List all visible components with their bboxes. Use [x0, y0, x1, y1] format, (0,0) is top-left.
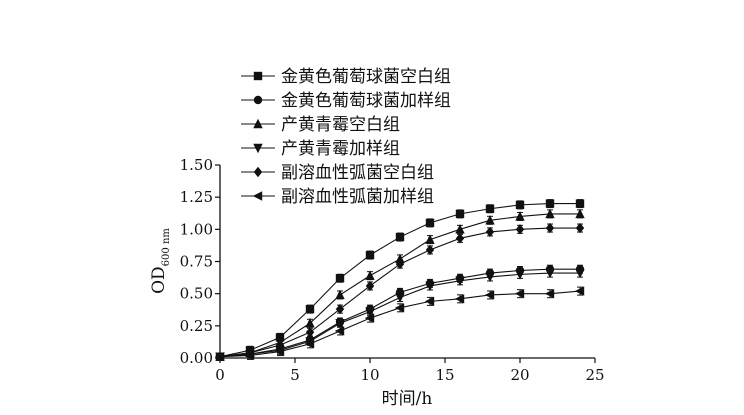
y-axis-title-main: OD: [149, 266, 169, 294]
series-3: [215, 208, 585, 361]
data-point: [485, 215, 495, 225]
data-point: [545, 208, 555, 219]
data-point: [425, 218, 435, 228]
legend-label: 产黄青霉加样组: [281, 139, 400, 159]
data-point: [454, 294, 465, 304]
data-point: [544, 288, 555, 299]
data-point: [335, 319, 345, 329]
series-6: [214, 286, 585, 362]
legend-label: 副溶血性弧菌空白组: [281, 163, 434, 183]
x-tick-label: 10: [360, 366, 379, 384]
y-axis-title-subscript: 600 nm: [161, 228, 172, 267]
data-point: [575, 208, 585, 219]
legend-marker: [253, 143, 263, 154]
series-line: [219, 203, 580, 358]
series-5: [215, 222, 585, 362]
series-layer: [214, 199, 585, 362]
series-2: [215, 264, 585, 361]
legend-label: 金黄色葡萄球菌加样组: [281, 91, 451, 111]
data-point: [545, 268, 555, 279]
data-point: [365, 307, 375, 317]
data-point: [335, 303, 345, 315]
legend-entry-1: 金黄色葡萄球菌空白组: [241, 67, 451, 87]
legend: 金黄色葡萄球菌空白组金黄色葡萄球菌加样组产黄青霉空白组产黄青霉加样组副溶血性弧菌…: [241, 67, 451, 207]
data-point: [214, 352, 225, 362]
legend-label: 金黄色葡萄球菌空白组: [281, 67, 451, 87]
data-point: [575, 222, 585, 234]
legend-label: 产黄青霉空白组: [281, 115, 400, 135]
data-point: [515, 211, 525, 221]
data-point: [485, 204, 495, 213]
data-point: [575, 199, 585, 208]
x-tick-label: 20: [510, 366, 529, 384]
y-tick-label: 1.25: [180, 188, 213, 206]
data-point: [425, 281, 435, 292]
data-point: [515, 270, 525, 280]
data-point: [365, 270, 375, 280]
series-1: [215, 199, 585, 361]
y-tick-label: 1.50: [180, 156, 213, 174]
data-point: [244, 350, 255, 361]
data-point: [395, 253, 405, 264]
y-tick-label: 0.25: [180, 317, 213, 335]
y-tick-label: 0.50: [180, 285, 213, 303]
data-point: [545, 199, 555, 208]
data-point: [575, 268, 585, 279]
x-axis-title: 时间/h: [382, 389, 433, 409]
axes: 0 5 10 15 20 25 0.00 0.25 0.50 0.75 1.00 1.25 1.50: [180, 156, 605, 384]
legend-marker: [252, 191, 263, 201]
y-axis-title: OD600 nm: [149, 228, 172, 294]
legend-entry-6: 副溶血性弧菌加样组: [241, 187, 434, 207]
data-point: [305, 318, 315, 328]
data-point: [515, 224, 525, 235]
legend-marker: [253, 118, 263, 129]
data-point: [455, 209, 465, 219]
y-tick-label: 1.00: [180, 220, 213, 238]
x-tick-label: 25: [585, 366, 604, 384]
x-tick-label: 15: [435, 366, 454, 384]
data-point: [304, 339, 315, 349]
legend-entry-3: 产黄青霉空白组: [241, 115, 400, 135]
data-point: [574, 286, 585, 296]
data-point: [365, 250, 375, 260]
data-point: [455, 233, 465, 244]
data-point: [334, 326, 345, 336]
legend-label: 副溶血性弧菌加样组: [281, 187, 434, 207]
legend-entry-5: 副溶血性弧菌空白组: [241, 163, 434, 183]
data-point: [484, 290, 495, 300]
series-line: [219, 268, 580, 358]
data-point: [395, 293, 405, 303]
y-tick-label: 0.00: [180, 349, 213, 367]
data-point: [274, 346, 285, 357]
data-point: [364, 313, 375, 323]
data-point: [485, 226, 495, 238]
data-point: [425, 234, 435, 244]
x-tick-label: 5: [290, 366, 300, 384]
legend-entry-4: 产黄青霉加样组: [241, 139, 400, 159]
data-point: [425, 244, 435, 256]
x-tick-label: 0: [215, 366, 225, 384]
data-point: [545, 222, 555, 234]
legend-marker: [253, 95, 263, 105]
data-point: [335, 289, 345, 300]
legend-marker: [253, 71, 263, 81]
data-point: [335, 274, 345, 283]
y-tick-label: 0.75: [180, 253, 213, 271]
data-point: [515, 200, 525, 210]
data-point: [395, 232, 405, 242]
data-point: [395, 258, 405, 270]
data-point: [305, 304, 315, 314]
data-point: [455, 224, 465, 234]
legend-entry-2: 金黄色葡萄球菌加样组: [241, 91, 451, 111]
legend-marker: [253, 166, 263, 178]
data-point: [365, 280, 375, 292]
data-point: [455, 276, 465, 286]
data-point: [394, 303, 405, 313]
data-point: [485, 272, 495, 283]
data-point: [514, 288, 525, 299]
data-point: [305, 327, 315, 338]
data-point: [424, 296, 435, 307]
